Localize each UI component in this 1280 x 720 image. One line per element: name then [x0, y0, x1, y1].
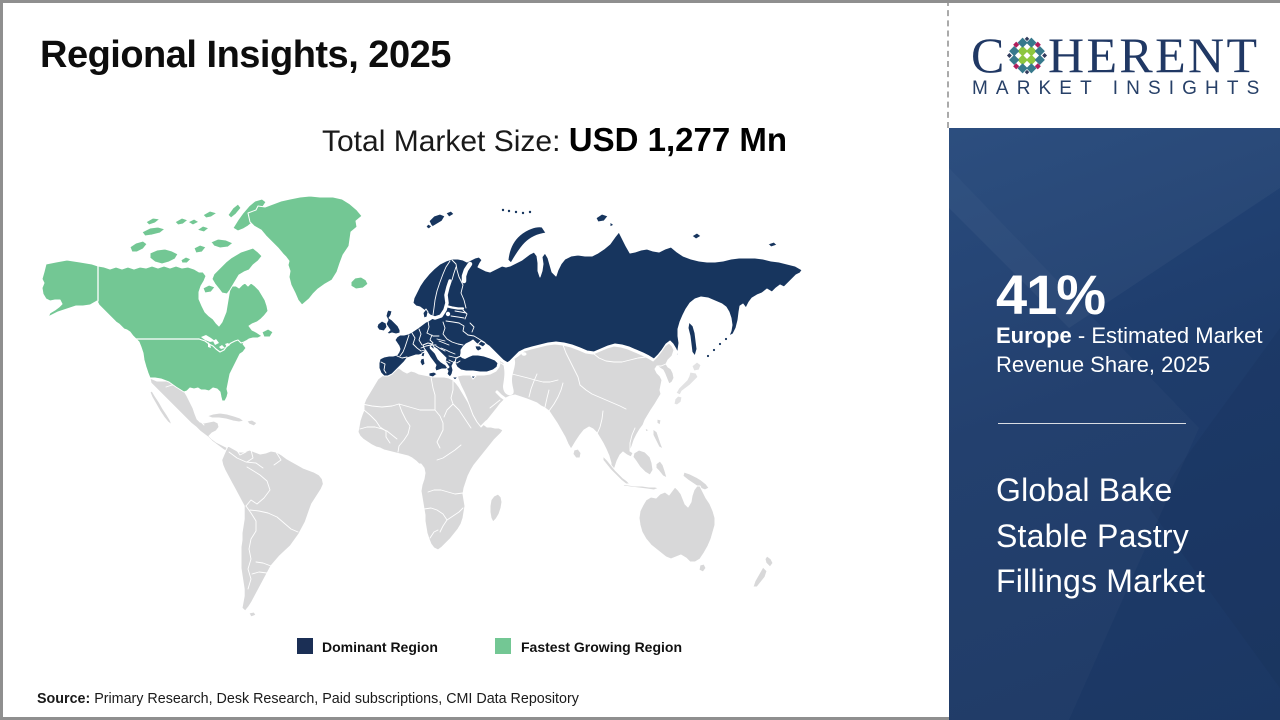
svg-text:HERENT: HERENT [1048, 28, 1257, 78]
svg-text:C: C [971, 28, 1004, 78]
